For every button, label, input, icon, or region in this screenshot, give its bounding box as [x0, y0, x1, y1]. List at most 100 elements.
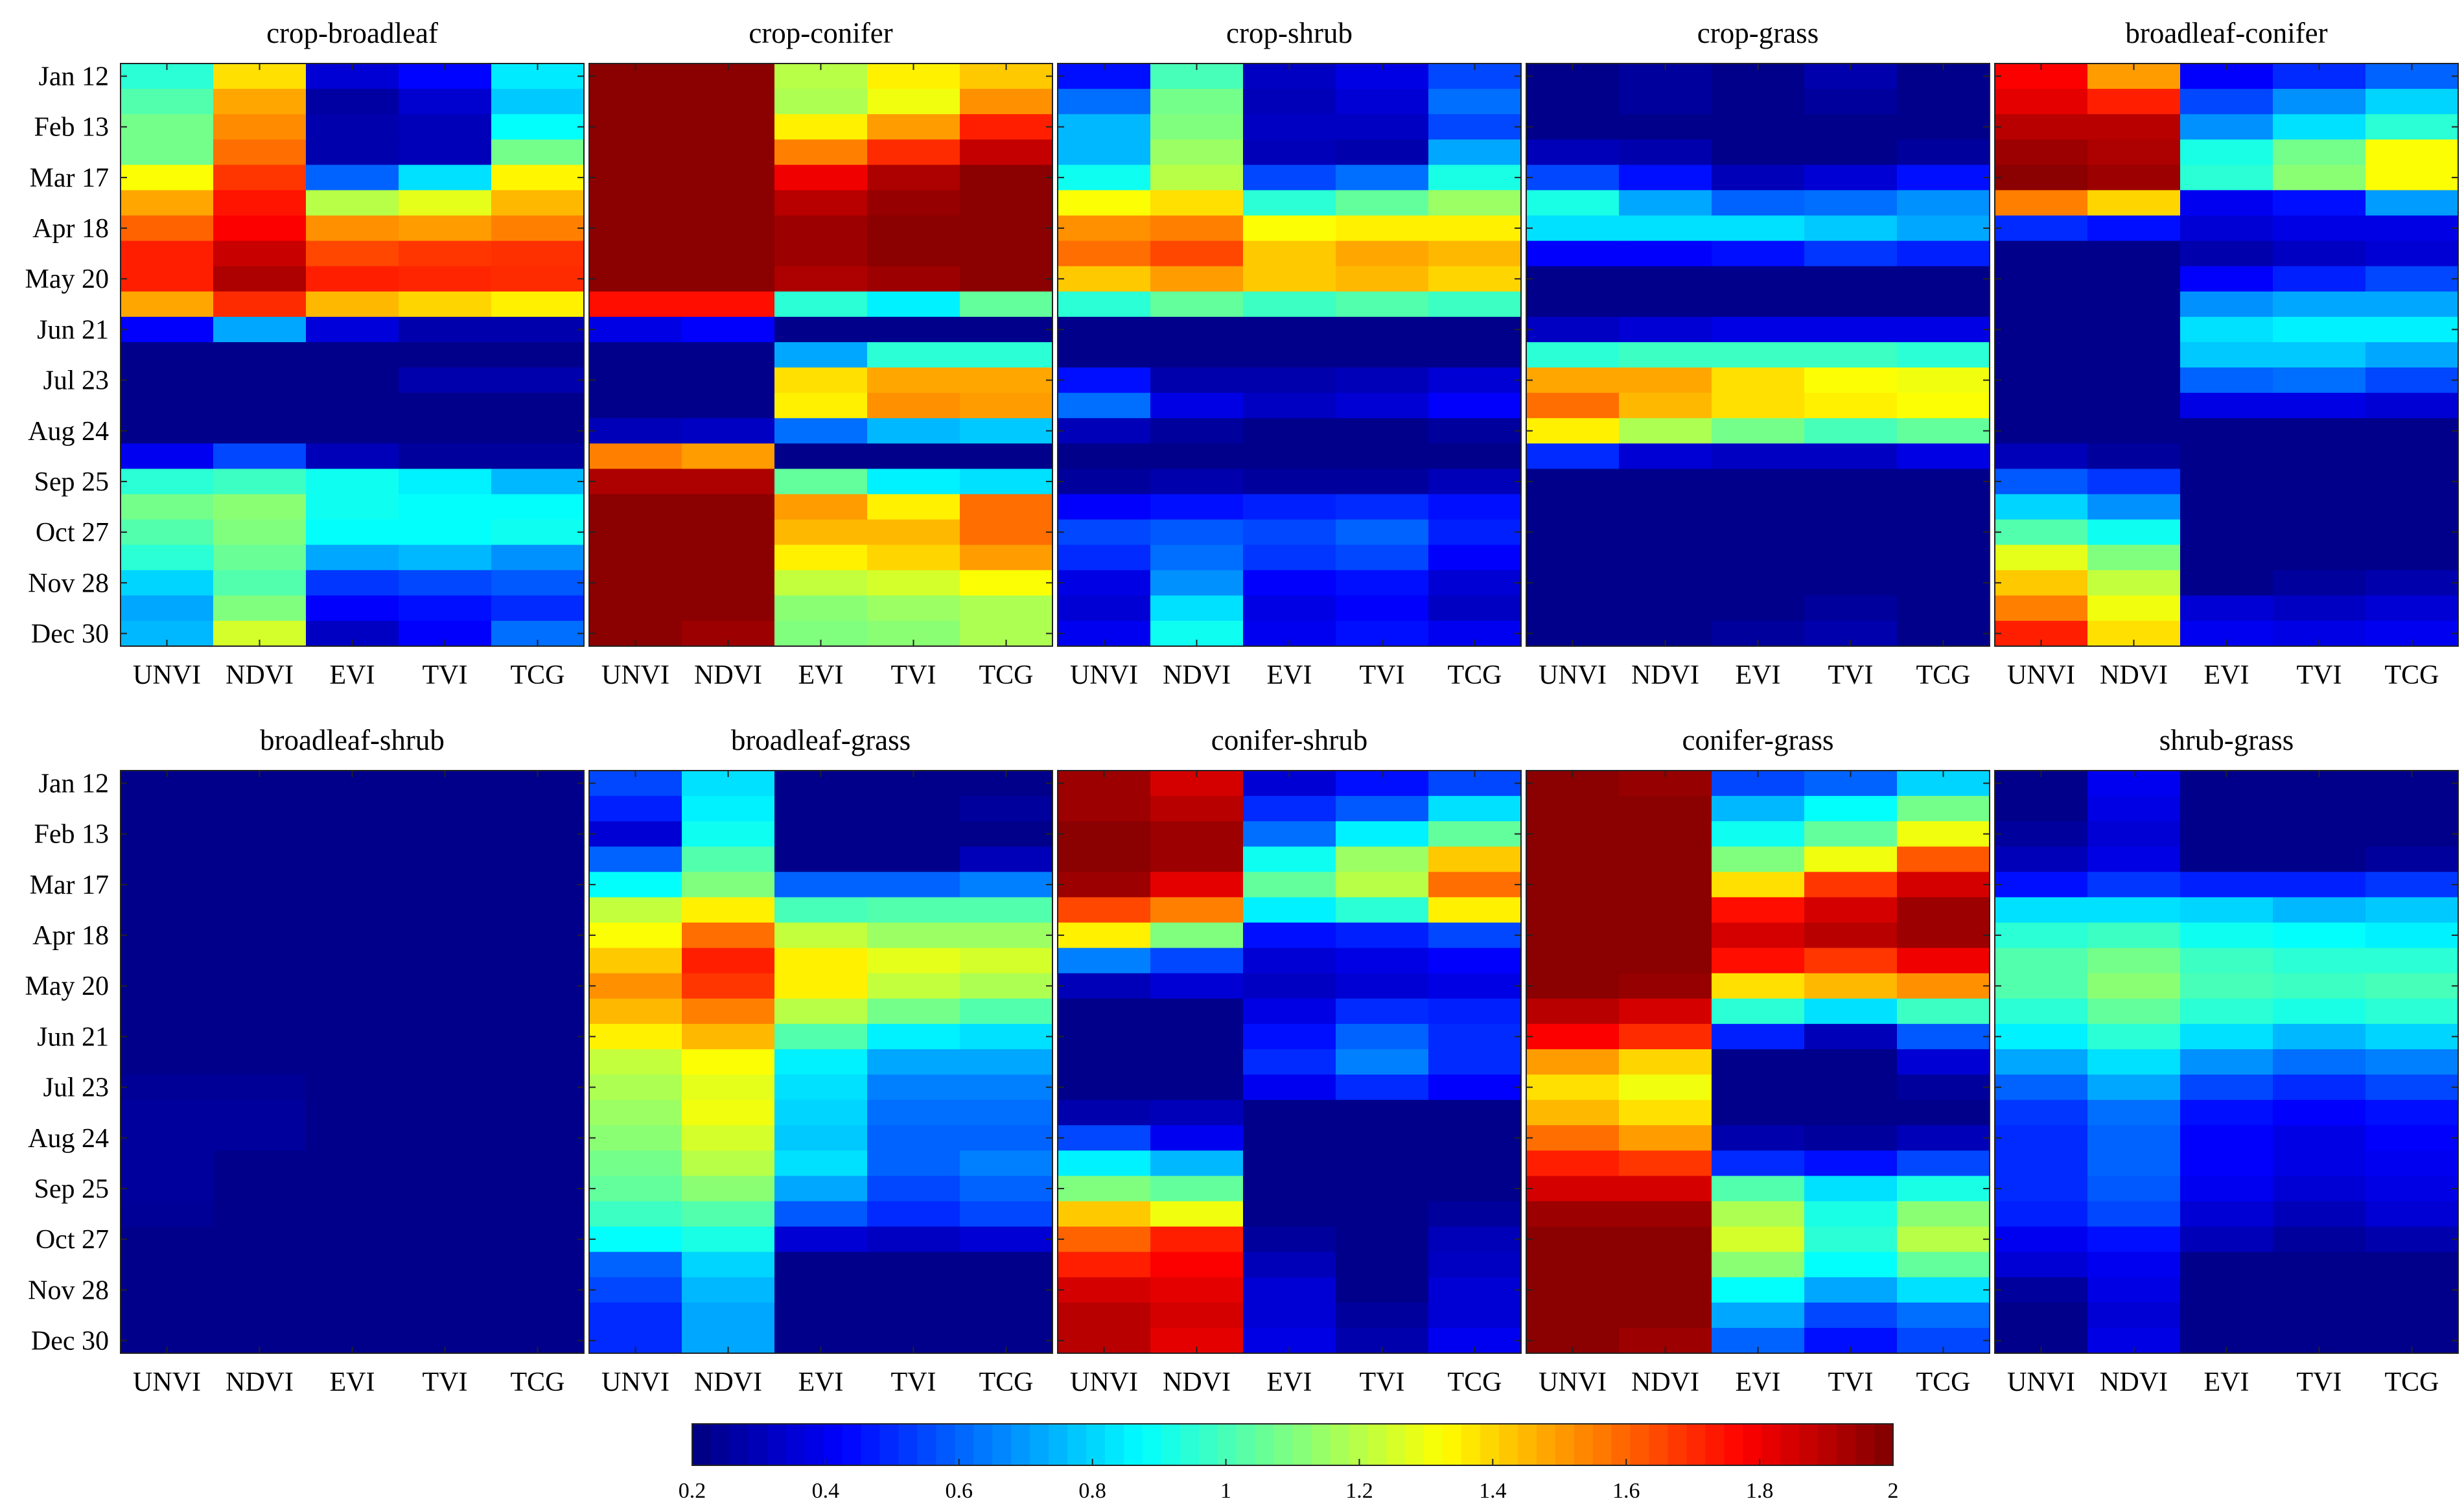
- heatmap-cell: [399, 139, 492, 165]
- heatmap-cell: [121, 897, 214, 924]
- heatmap-panel: shrub-grass UNVI NDVI EVI TVI TCG: [1994, 724, 2459, 1397]
- heatmap-cell: [682, 114, 775, 140]
- heatmap-cell: [2273, 796, 2366, 822]
- heatmap-cell: [2273, 114, 2366, 140]
- heatmap-cell: [2365, 494, 2459, 520]
- heatmap-cell: [1243, 519, 1336, 546]
- heatmap-cell: [1897, 1201, 1990, 1227]
- heatmap-cell: [2273, 544, 2366, 571]
- heatmap-cell: [1150, 494, 1244, 520]
- heatmap-cell: [1619, 215, 1712, 242]
- heatmap-cell: [121, 1226, 214, 1253]
- heatmap-cell: [1995, 316, 2088, 343]
- heatmap-cell: [1150, 1201, 1244, 1227]
- heatmap-cell: [2273, 1100, 2366, 1126]
- heatmap-cell: [589, 821, 682, 847]
- heatmap-cell: [2087, 897, 2181, 924]
- heatmap-cell: [774, 240, 868, 267]
- heatmap-cell: [2365, 165, 2459, 191]
- heatmap-cell: [2087, 570, 2181, 596]
- heatmap-cell: [1428, 1251, 1522, 1278]
- heatmap-cell: [306, 595, 399, 622]
- heatmap-cell: [1428, 1023, 1522, 1050]
- heatmap-panel: conifer-shrub UNVI NDVI EVI TVI TCG: [1057, 724, 1522, 1397]
- heatmap-cell: [2365, 1277, 2459, 1303]
- heatmap-cell: [306, 1125, 399, 1151]
- heatmap-cell: [1243, 1201, 1336, 1227]
- heatmap-cell: [1428, 342, 1522, 368]
- heatmap-cell: [1897, 89, 1990, 115]
- heatmap-cell: [1619, 1125, 1712, 1151]
- heatmap-cell: [682, 1049, 775, 1075]
- heatmap-cell: [774, 316, 868, 343]
- heatmap-cell: [1526, 796, 1620, 822]
- heatmap-cell: [2365, 1100, 2459, 1126]
- heatmap-cell: [399, 291, 492, 318]
- heatmap-cell: [399, 948, 492, 974]
- heatmap-cell: [1336, 190, 1429, 216]
- heatmap-cell: [1428, 494, 1522, 520]
- heatmap-cell: [1804, 342, 1898, 368]
- heatmap-cell: [1897, 922, 1990, 949]
- heatmap-cell: [1243, 190, 1336, 216]
- heatmap-cell: [2180, 1100, 2273, 1126]
- heatmap-cell: [960, 948, 1053, 974]
- heatmap-cell: [1058, 316, 1151, 343]
- heatmap-cell: [1526, 1125, 1620, 1151]
- heatmap-cell: [1058, 494, 1151, 520]
- heatmap-cell: [2087, 139, 2181, 165]
- heatmap-cell: [1526, 291, 1620, 318]
- heatmap-cell: [867, 595, 960, 622]
- heatmap-cell: [1336, 595, 1429, 622]
- heatmap-cell: [2180, 519, 2273, 546]
- heatmap-cell: [1995, 89, 2088, 115]
- heatmap-cell: [2180, 998, 2273, 1025]
- heatmap-cell: [306, 1049, 399, 1075]
- heatmap-cell: [589, 393, 682, 419]
- heatmap-cell: [1619, 393, 1712, 419]
- heatmap-cell: [213, 291, 307, 318]
- heatmap-cell: [1619, 1251, 1712, 1278]
- heatmap-cell: [589, 418, 682, 444]
- x-tick-label: TVI: [1828, 1367, 1874, 1397]
- y-tick-label: Dec 30: [31, 619, 109, 649]
- heatmap-cell: [589, 1226, 682, 1253]
- heatmap-cell: [1712, 1226, 1805, 1253]
- heatmap-cell: [1712, 215, 1805, 242]
- colorbar-swatch: [1067, 1424, 1087, 1465]
- heatmap-cell: [682, 1075, 775, 1100]
- y-tick-label: Apr 18: [32, 921, 109, 951]
- heatmap-cell: [213, 342, 307, 368]
- heatmap-cell: [2180, 494, 2273, 520]
- heatmap-cell: [399, 443, 492, 469]
- colorbar-swatch: [1761, 1424, 1781, 1465]
- heatmap-cell: [491, 1302, 585, 1329]
- heatmap-cell: [491, 948, 585, 974]
- heatmap-cell: [589, 948, 682, 974]
- heatmap-cell: [774, 1251, 868, 1278]
- heatmap-cell: [1526, 1251, 1620, 1278]
- heatmap-cell: [1619, 872, 1712, 898]
- heatmap-cell: [682, 1125, 775, 1151]
- heatmap-cell: [306, 998, 399, 1025]
- heatmap-cell: [1619, 948, 1712, 974]
- heatmap-cell: [1712, 948, 1805, 974]
- heatmap-cell: [1712, 922, 1805, 949]
- heatmap-cell: [1428, 316, 1522, 343]
- heatmap-cell: [1058, 519, 1151, 546]
- heatmap-cell: [2365, 469, 2459, 495]
- heatmap-cell: [306, 821, 399, 847]
- heatmap-cell: [1243, 796, 1336, 822]
- heatmap-cell: [960, 215, 1053, 242]
- heatmap-cell: [1619, 89, 1712, 115]
- heatmap-cell: [774, 89, 868, 115]
- heatmap-cell: [1619, 570, 1712, 596]
- heatmap-cell: [121, 469, 214, 495]
- heatmap-cell: [1619, 494, 1712, 520]
- heatmap-cell: [1897, 215, 1990, 242]
- heatmap-cell: [960, 973, 1053, 999]
- colorbar-swatch: [1330, 1424, 1349, 1465]
- heatmap-cell: [491, 1023, 585, 1050]
- x-tick-label: TVI: [2297, 660, 2342, 690]
- heatmap-cell: [1804, 1150, 1898, 1176]
